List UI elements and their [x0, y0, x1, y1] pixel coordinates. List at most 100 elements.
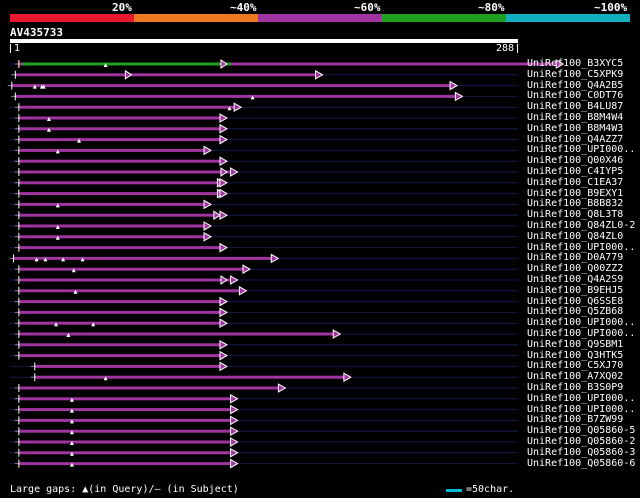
hit-row[interactable]: [10, 329, 518, 339]
hit-label[interactable]: UniRef100_B3S0P9: [527, 382, 624, 393]
hit-row[interactable]: [10, 339, 518, 350]
hit-alignment-bar: [18, 408, 237, 412]
hit-label[interactable]: UniRef100_Q4AZZ7: [527, 133, 624, 145]
hit-alignment-bar: [15, 94, 462, 98]
hit-alignment-bar: [18, 429, 237, 433]
hit-label[interactable]: UniRef100_UPI000..: [527, 144, 636, 156]
hit-label[interactable]: UniRef100_Q05860-3: [527, 446, 636, 458]
identity-legend-labels: 20% ~40% ~60% ~80% ~100%: [0, 0, 640, 14]
hit-row[interactable]: [10, 231, 518, 242]
hit-row[interactable]: [10, 361, 518, 372]
hit-label[interactable]: UniRef100_C5XJ70: [527, 360, 624, 372]
hit-label[interactable]: UniRef100_B9EHJ5: [527, 284, 624, 296]
hit-label[interactable]: UniRef100_UPI000..: [527, 328, 636, 339]
hit-label[interactable]: UniRef100_C5XPK9: [527, 68, 624, 80]
hit-row[interactable]: [10, 318, 518, 329]
hit-label[interactable]: UniRef100_B8B832: [527, 198, 624, 210]
hit-end-arrow: [230, 404, 239, 415]
hit-row[interactable]: [10, 59, 565, 69]
hit-label[interactable]: UniRef100_Q4A2B5: [527, 79, 624, 91]
query-gap-marker: [69, 397, 74, 402]
hit-row[interactable]: [10, 221, 518, 231]
hit-row[interactable]: [10, 264, 518, 275]
hit-row[interactable]: [10, 372, 518, 383]
hit-label[interactable]: UniRef100_B8M4W3: [527, 122, 624, 134]
hit-label[interactable]: UniRef100_C0DT76: [527, 90, 624, 102]
hit-row[interactable]: [10, 199, 518, 210]
hit-label[interactable]: UniRef100_Q00ZZ2: [527, 263, 624, 275]
hit-label[interactable]: UniRef100_Q84ZL0-2: [527, 220, 636, 231]
hit-row[interactable]: [10, 458, 518, 469]
hit-label[interactable]: UniRef100_B9EXY1: [527, 187, 624, 199]
hit-end-arrow: [277, 383, 287, 393]
hit-label[interactable]: UniRef100_C1EA37: [527, 176, 624, 188]
hit-row[interactable]: [10, 145, 518, 156]
hit-label[interactable]: UniRef100_Q00X46: [527, 155, 624, 167]
query-gap-marker: [71, 268, 76, 273]
hit-row[interactable]: [10, 167, 518, 177]
hit-end-arrow: [332, 329, 342, 339]
hit-label[interactable]: UniRef100_C4IYP5: [527, 166, 624, 177]
hit-label[interactable]: UniRef100_UPI000..: [527, 392, 636, 404]
hit-alignment-bar: [13, 256, 278, 260]
hit-end-arrow: [230, 275, 239, 285]
hit-end-arrow: [230, 458, 239, 469]
hit-row[interactable]: [10, 447, 518, 458]
hit-row[interactable]: [10, 404, 518, 415]
hit-row[interactable]: [10, 307, 518, 318]
hit-label[interactable]: UniRef100_Q3HTK5: [527, 349, 624, 361]
hit-end-arrow: [230, 437, 239, 447]
scale-end-tick: [517, 44, 518, 53]
hit-label[interactable]: UniRef100_Q05860-6: [527, 457, 636, 469]
hit-row[interactable]: [10, 383, 518, 393]
hit-end-arrow: [233, 102, 243, 113]
hit-alignment-bar: [18, 170, 237, 174]
hit-row[interactable]: [10, 242, 518, 253]
hit-row[interactable]: [10, 426, 518, 437]
hit-label[interactable]: UniRef100_UPI000..: [527, 241, 636, 253]
hit-label[interactable]: UniRef100_Q05860-2: [527, 436, 636, 447]
hit-row[interactable]: [10, 415, 518, 426]
hit-row[interactable]: [10, 210, 518, 221]
color-bar-segment-3: [258, 14, 382, 22]
hit-label[interactable]: UniRef100_Q4A2S9: [527, 274, 624, 285]
hit-row[interactable]: [10, 91, 518, 102]
hit-row[interactable]: [10, 296, 518, 307]
hit-label[interactable]: UniRef100_Q6SSE8: [527, 295, 624, 307]
hit-row[interactable]: [10, 285, 518, 296]
hit-row[interactable]: [10, 350, 518, 361]
hit-label[interactable]: UniRef100_D0A779: [527, 252, 624, 264]
hit-label[interactable]: UniRef100_UPI000..: [527, 317, 636, 329]
hit-row[interactable]: [10, 69, 518, 80]
query-gap-marker: [69, 451, 74, 456]
hit-label[interactable]: UniRef100_Q05860-5: [527, 425, 636, 437]
hit-label[interactable]: UniRef100_A7XQ02: [527, 371, 624, 383]
color-bar-segment-4: [382, 14, 506, 22]
hit-label[interactable]: UniRef100_Q9SBM1: [527, 338, 624, 350]
hit-label[interactable]: UniRef100_B8M4W4: [527, 112, 624, 123]
hit-label[interactable]: UniRef100_B4LU87: [527, 101, 624, 113]
query-gap-marker: [69, 441, 74, 445]
hit-row[interactable]: [10, 156, 518, 167]
hit-label[interactable]: UniRef100_Q8L3T8: [527, 209, 624, 221]
hit-row[interactable]: [10, 188, 518, 199]
hit-row[interactable]: [10, 437, 518, 447]
hit-label[interactable]: UniRef100_UPI000..: [527, 403, 636, 415]
hit-label[interactable]: UniRef100_B3XYC5: [527, 58, 624, 69]
query-gap-marker: [32, 84, 37, 89]
hit-row[interactable]: [9, 253, 518, 264]
hit-row[interactable]: [10, 113, 518, 123]
hit-row[interactable]: [10, 123, 518, 134]
hit-row[interactable]: [10, 393, 518, 404]
query-gap-marker: [69, 462, 74, 467]
hit-alignment-bar: [15, 73, 322, 77]
hit-row[interactable]: [10, 275, 518, 285]
hit-label[interactable]: UniRef100_Q5ZB68: [527, 306, 624, 318]
hit-row[interactable]: [10, 102, 518, 113]
hit-label[interactable]: UniRef100_Q84ZL0: [527, 230, 624, 242]
hit-row[interactable]: [10, 177, 518, 188]
hit-label[interactable]: UniRef100_B7ZW99: [527, 414, 624, 426]
hit-row[interactable]: [10, 134, 518, 145]
hit-end-arrow: [219, 113, 228, 123]
hit-row[interactable]: [7, 80, 518, 91]
